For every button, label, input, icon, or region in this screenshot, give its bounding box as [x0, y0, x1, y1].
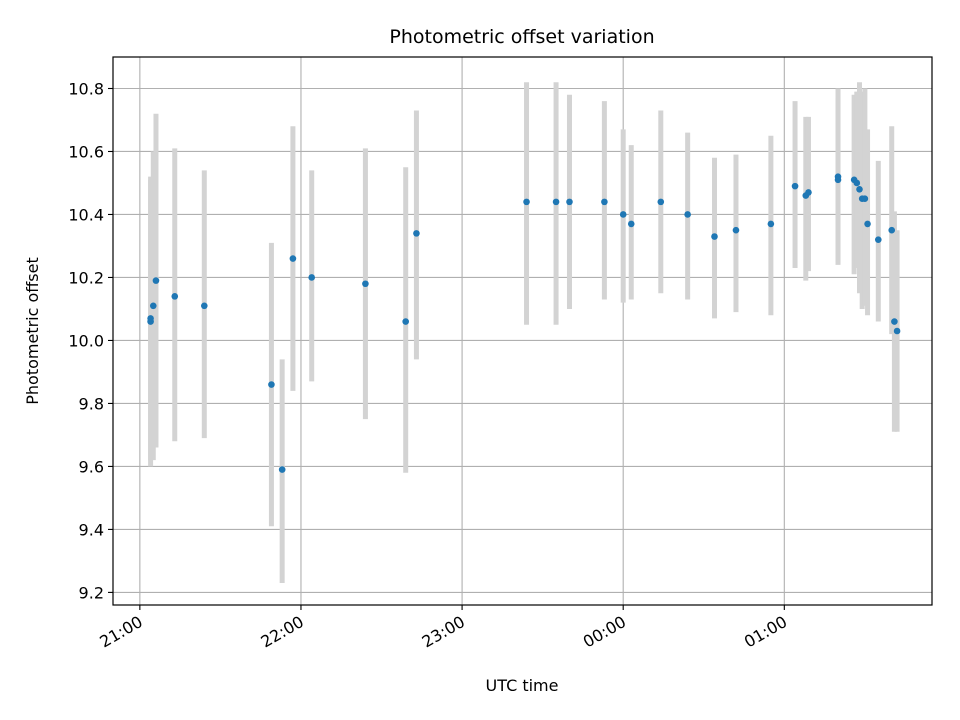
- data-point: [147, 315, 154, 322]
- x-axis: 21:00 22:00 23:00 00:00 01:00: [96, 605, 790, 652]
- y-tick-label: 10.6: [68, 142, 104, 161]
- data-point: [289, 255, 297, 262]
- data-point: [856, 185, 863, 193]
- y-tick-label: 9.6: [79, 457, 104, 476]
- data-point: [888, 226, 896, 234]
- data-point: [791, 182, 799, 190]
- y-tick-label: 9.8: [79, 394, 104, 413]
- x-tick-label: 23:00: [419, 612, 468, 652]
- data-point: [893, 327, 901, 335]
- y-tick-label: 9.4: [79, 520, 104, 539]
- x-tick-label: 01:00: [741, 612, 790, 652]
- data-point: [805, 189, 812, 196]
- y-axis: 9.2 9.4 9.6 9.8 10.0 10.2 10.4 10.6 10.8: [68, 79, 113, 602]
- data-point: [152, 277, 160, 284]
- data-point: [523, 198, 530, 206]
- y-tick-label: 9.2: [79, 583, 104, 602]
- chart-title: Photometric offset variation: [389, 26, 654, 48]
- data-point: [627, 220, 635, 228]
- data-point: [171, 293, 179, 300]
- error-bars: [148, 82, 900, 583]
- y-tick-label: 10.8: [68, 79, 104, 98]
- x-axis-label: UTC time: [486, 676, 559, 695]
- data-point: [853, 179, 861, 187]
- data-point: [861, 195, 869, 203]
- y-tick-label: 10.4: [68, 205, 104, 224]
- x-tick-label: 00:00: [580, 612, 629, 652]
- data-point: [864, 220, 871, 228]
- data-point: [891, 318, 898, 325]
- data-point: [149, 302, 157, 310]
- x-tick-label: 21:00: [96, 612, 145, 652]
- data-point: [834, 176, 842, 184]
- y-tick-label: 10.2: [68, 268, 104, 287]
- data-point: [601, 198, 608, 206]
- data-point: [874, 236, 882, 243]
- data-point: [732, 226, 740, 234]
- x-tick-label: 22:00: [258, 612, 307, 652]
- data-point: [619, 211, 627, 218]
- data-point: [413, 230, 420, 237]
- data-point: [200, 302, 208, 310]
- y-axis-label: Photometric offset: [23, 257, 42, 405]
- data-point: [657, 198, 665, 206]
- data-point: [552, 198, 560, 206]
- data-point: [767, 220, 775, 228]
- data-point: [402, 318, 409, 325]
- data-point: [566, 198, 573, 206]
- y-tick-label: 10.0: [68, 331, 104, 350]
- data-point: [711, 233, 718, 240]
- data-point: [362, 280, 369, 288]
- data-point: [278, 466, 286, 473]
- data-point: [268, 381, 275, 388]
- data-points: [147, 173, 901, 473]
- data-point: [684, 211, 691, 218]
- plot-frame: [112, 56, 933, 606]
- data-point: [308, 274, 316, 281]
